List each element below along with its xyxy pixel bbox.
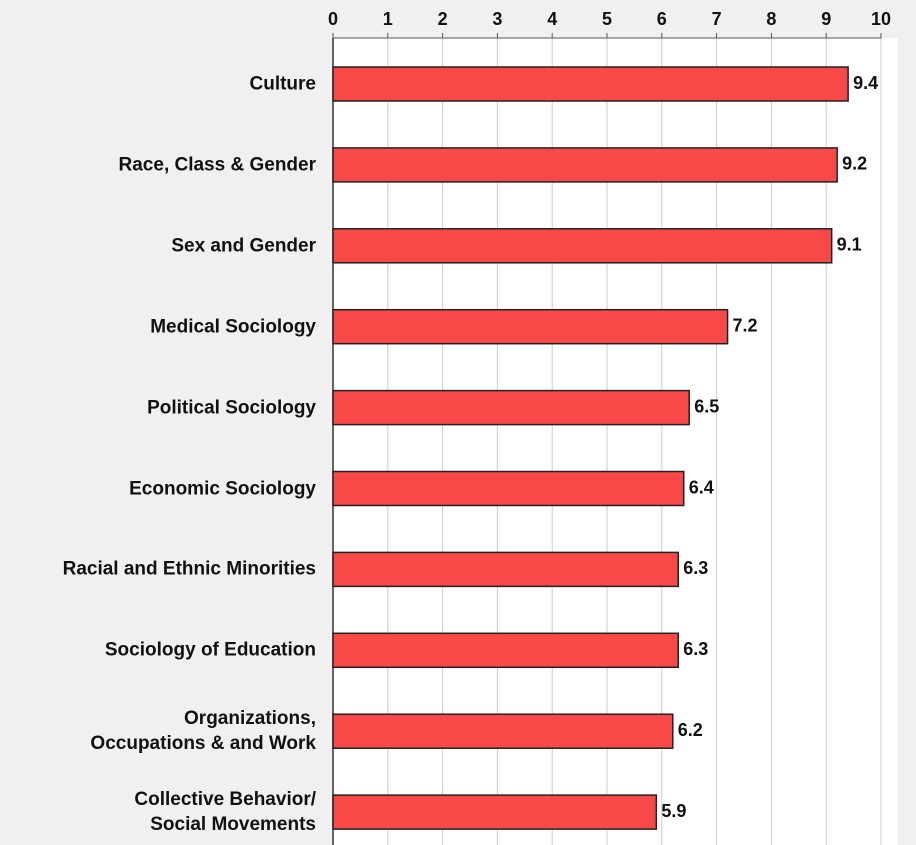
y-tick-label: Sex and Gender xyxy=(171,235,316,257)
y-tick-label: Economic Sociology xyxy=(129,478,316,499)
x-tick-label: 8 xyxy=(766,9,776,29)
y-tick-label: Culture xyxy=(249,73,317,95)
value-label: 6.5 xyxy=(694,396,719,416)
value-label: 7.2 xyxy=(733,315,758,335)
bar xyxy=(332,713,674,749)
x-tick-label: 7 xyxy=(712,9,722,29)
x-tick-label: 2 xyxy=(438,9,448,29)
bar xyxy=(332,470,685,507)
value-label: 6.4 xyxy=(689,477,714,497)
value-label: 9.2 xyxy=(842,154,867,174)
value-label: 9.4 xyxy=(853,73,878,93)
bar xyxy=(332,308,729,345)
y-tick-label: Political Sociology xyxy=(147,397,316,419)
y-tick-label: Organizations, Occupations & and Work xyxy=(90,708,316,755)
x-tick-label: 4 xyxy=(547,9,557,29)
x-tick-label: 1 xyxy=(383,9,393,29)
x-tick-label: 3 xyxy=(492,9,502,29)
bar xyxy=(332,551,679,588)
y-tick-label: Racial and Ethnic Minorities xyxy=(62,558,316,580)
x-tick-label: 10 xyxy=(871,9,891,29)
x-tick-label: 6 xyxy=(657,9,667,29)
value-label: 6.3 xyxy=(683,558,708,578)
y-tick-label: Race, Class & Gender xyxy=(118,154,316,176)
value-label: 5.9 xyxy=(661,801,686,821)
y-tick-label: Medical Sociology xyxy=(150,316,316,338)
bar xyxy=(332,228,833,264)
value-label: 6.2 xyxy=(678,720,703,740)
bar xyxy=(332,794,658,830)
x-tick-label: 0 xyxy=(328,9,338,29)
y-tick-label: Collective Behavior/ Social Movements xyxy=(134,789,316,836)
x-tick-label: 5 xyxy=(602,9,612,29)
value-label: 6.3 xyxy=(683,639,708,659)
y-tick-label: Sociology of Education xyxy=(104,639,316,661)
x-tick-label: 9 xyxy=(821,9,831,29)
bar xyxy=(332,66,849,102)
bar xyxy=(332,632,679,669)
value-label: 9.1 xyxy=(837,235,862,255)
bar xyxy=(332,389,690,426)
bar xyxy=(332,147,838,183)
